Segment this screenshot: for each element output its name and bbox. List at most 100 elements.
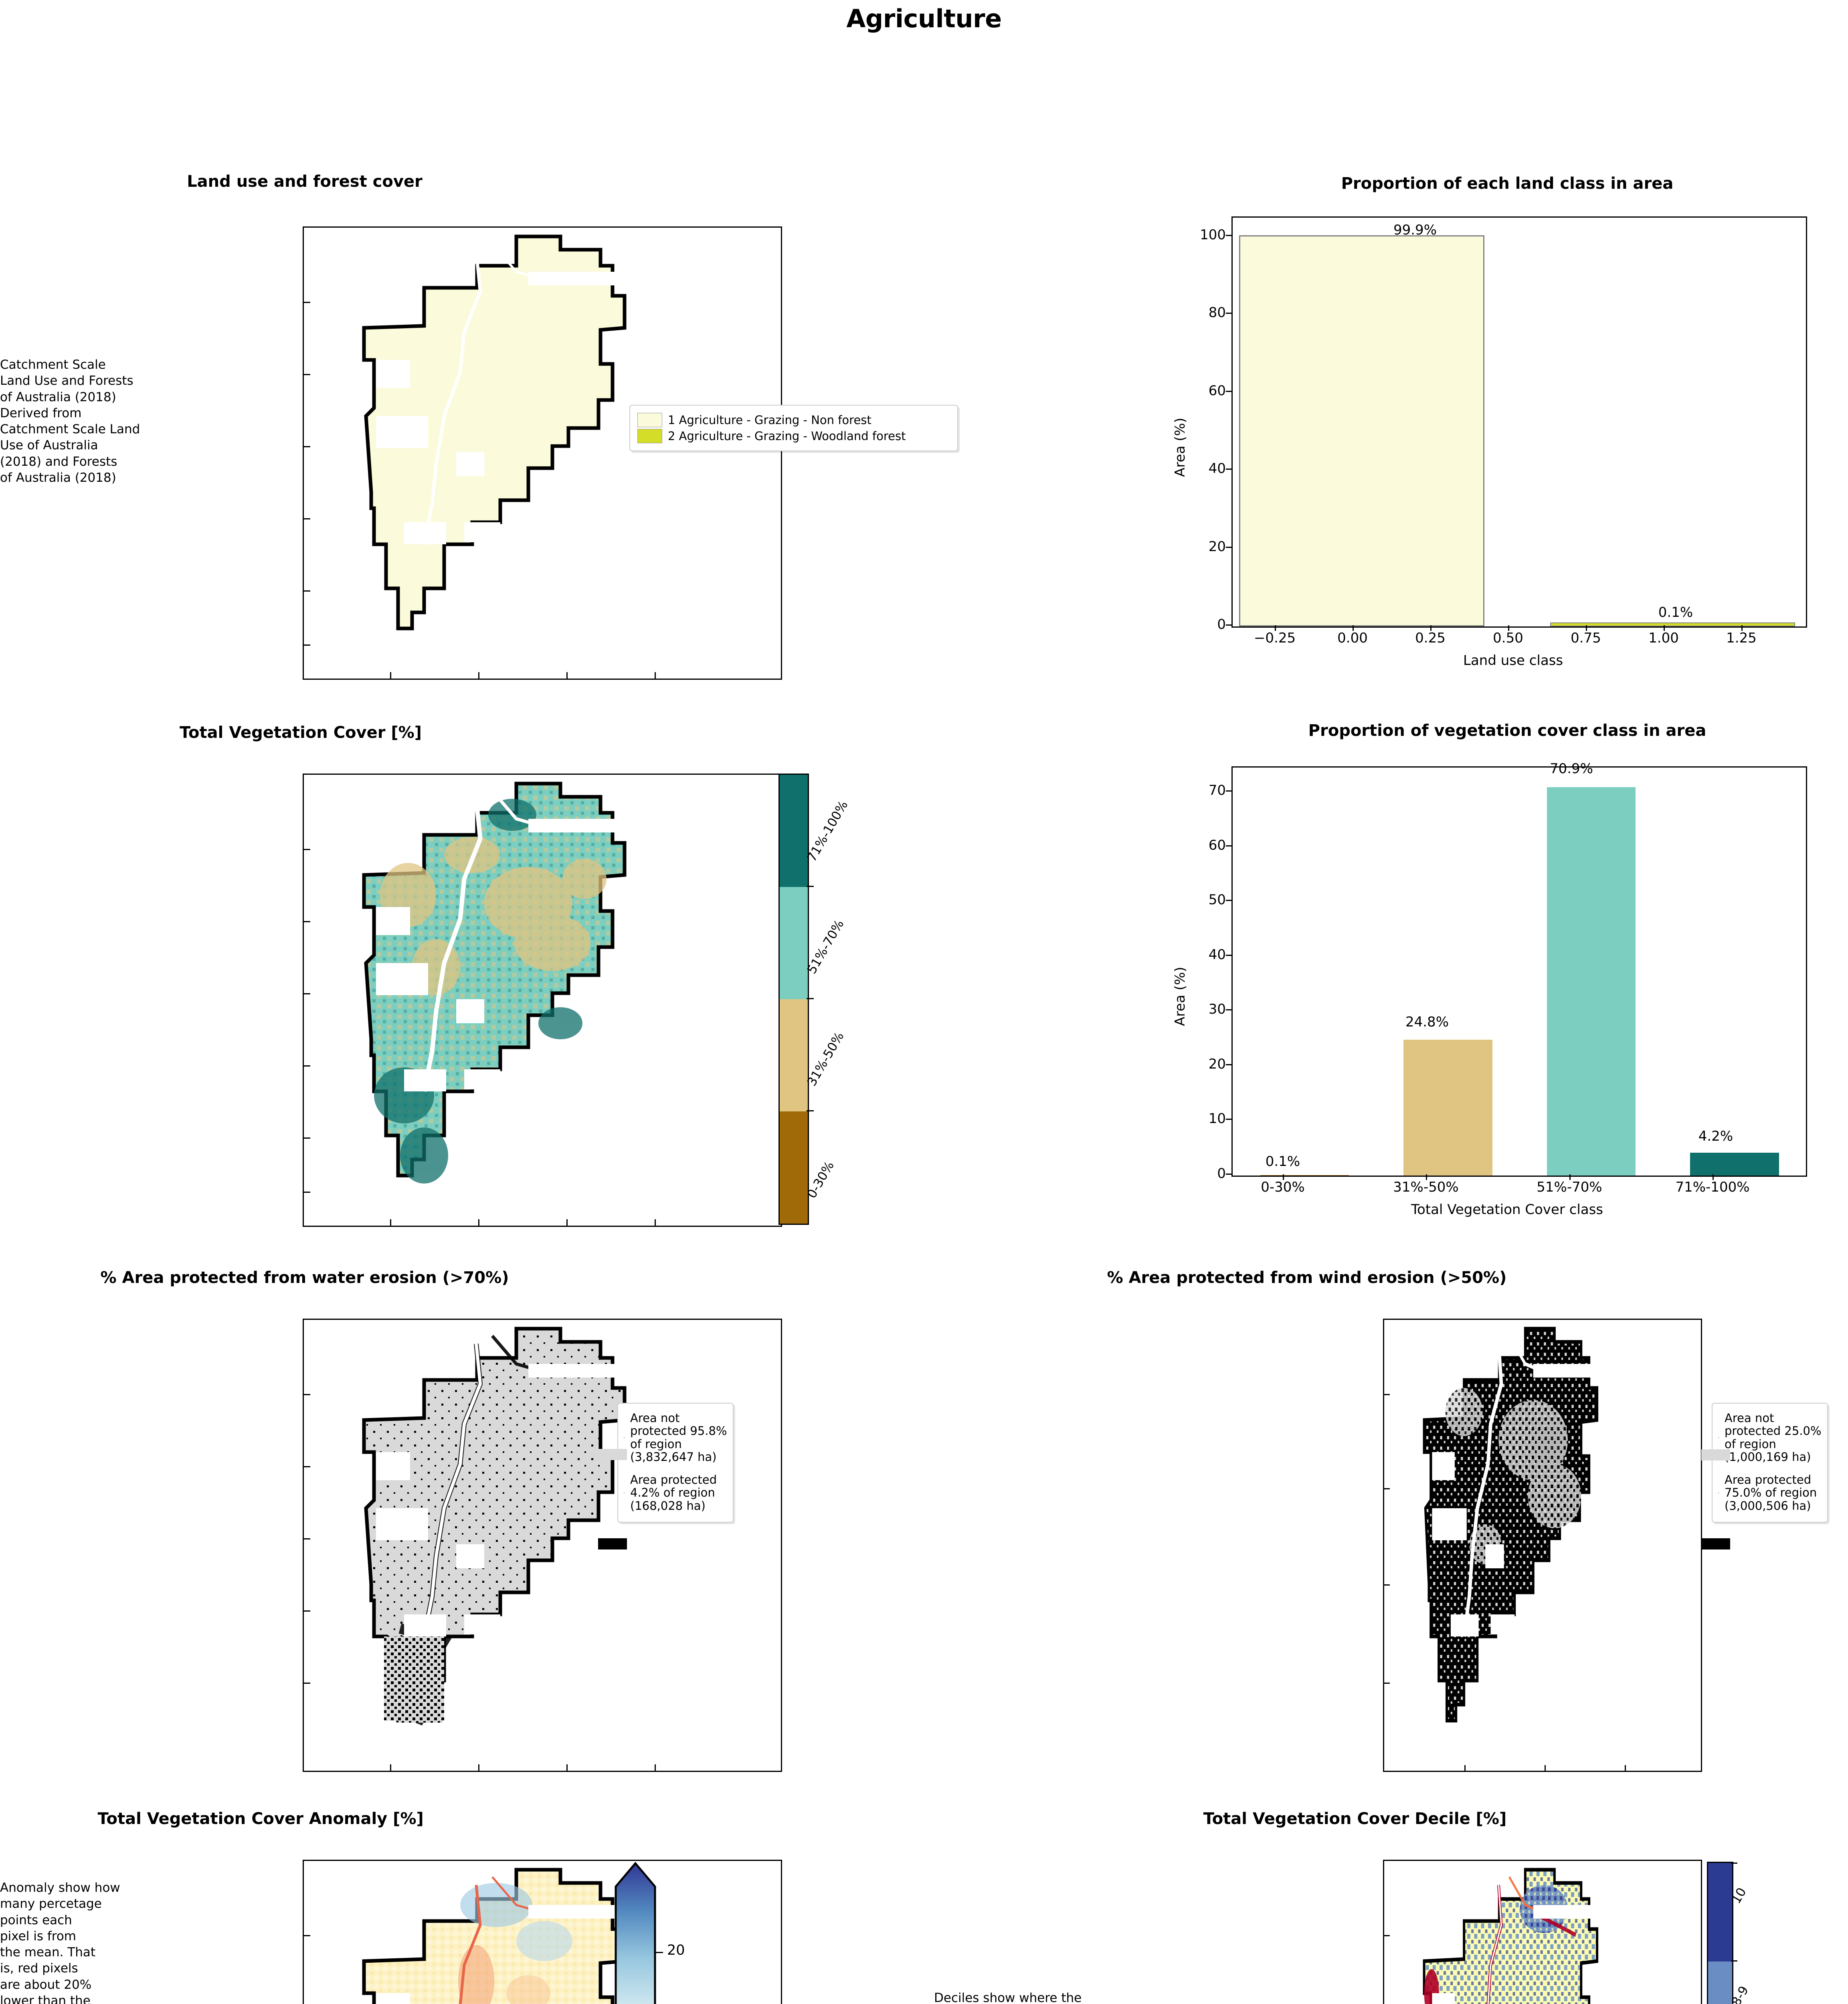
chart1-ytickmark (1226, 313, 1231, 314)
chart2-xtick-0-30: 0-30% (1261, 1179, 1305, 1195)
chart1-bar-label-2: 0.1% (1658, 604, 1693, 620)
axis-tick (566, 1764, 568, 1771)
chart1-ytick-20: 20 (1208, 539, 1226, 555)
chart2-ytick-30: 30 (1208, 1001, 1226, 1017)
chart1-ylabel: Area (%) (1172, 418, 1188, 477)
water-erosion-map[interactable] (303, 1319, 782, 1772)
chart1-ytick-0: 0 (1217, 616, 1226, 632)
chart2-ytickmark (1226, 1174, 1231, 1175)
chart1-ytickmark (1226, 391, 1231, 392)
axis-tick (304, 1935, 310, 1936)
page-title: Agriculture (846, 4, 1002, 33)
axis-tick (390, 672, 391, 679)
veg-cover-map[interactable] (303, 774, 782, 1227)
axis-tick (304, 1683, 310, 1684)
colorbar-segment-31-50 (780, 999, 808, 1111)
chart2-ylabel: Area (%) (1172, 967, 1188, 1026)
bar-veg-class-51-70[interactable] (1547, 787, 1636, 1176)
bar-land-class-2[interactable] (1550, 622, 1795, 626)
legend-label-not-protected: Area not protected 95.8% of region (3,83… (630, 1411, 727, 1464)
legend-label: 1 Agriculture - Grazing - Non forest (668, 413, 871, 427)
chart1-xtickmark (1586, 625, 1587, 631)
colorbar-tick (807, 998, 814, 999)
land-use-map[interactable] (303, 226, 782, 680)
bar-veg-class-71-100[interactable] (1690, 1152, 1779, 1176)
wind-legend-swatch-protected (1701, 1538, 1730, 1549)
colorbar-tick (807, 886, 814, 887)
chart1-xtick-5: 1.00 (1648, 630, 1679, 646)
axis-tick (304, 1394, 310, 1395)
chart1-bar-label-1: 99.9% (1393, 222, 1437, 238)
chart1-xtick-3: 0.50 (1493, 630, 1523, 646)
axis-tick (304, 1466, 310, 1467)
legend-swatch-non-forest (637, 413, 662, 427)
axis-tick (304, 1137, 310, 1139)
chart1-xtickmark (1741, 625, 1743, 631)
chart2-ytickmark (1226, 845, 1231, 846)
axis-tick (1545, 1765, 1546, 1771)
chart2-title: Proportion of vegetation cover class in … (1308, 721, 1706, 740)
axis-tick (304, 644, 310, 646)
chart2-xtickmark (1283, 1174, 1284, 1180)
decile-colorbar-tick (1731, 1863, 1737, 1864)
chart2-bar-label-31-50: 24.8% (1405, 1014, 1449, 1030)
chart2-ytick-10: 10 (1208, 1111, 1226, 1127)
colorbar-label-71-100: 71%-100% (804, 798, 851, 864)
anomaly-map-shape (362, 1868, 627, 2004)
colorbar-tick (807, 1110, 814, 1111)
axis-tick (1384, 1584, 1390, 1586)
wind-erosion-legend: Area not protected 25.0% of region (1,00… (1712, 1403, 1828, 1523)
axis-tick (304, 1192, 310, 1193)
legend-spacer (624, 1437, 625, 1438)
veg-class-proportion-chart: Proportion of vegetation cover class in … (1172, 721, 1832, 1242)
anomaly-colorbar (615, 1862, 656, 2004)
bar-land-class-1[interactable] (1239, 235, 1485, 626)
axis-tick (566, 672, 568, 679)
chart1-xtick-2: 0.25 (1415, 630, 1446, 646)
anomaly-colorbar-tick (655, 1952, 663, 1953)
chart2-ytick-50: 50 (1208, 892, 1226, 908)
chart1-ytick-60: 60 (1208, 383, 1226, 399)
axis-tick (390, 1764, 391, 1771)
axis-tick (304, 849, 310, 850)
colorbar-label-51-70: 51%-70% (804, 917, 847, 976)
chart1-ytickmark (1226, 624, 1231, 626)
axis-tick (304, 302, 310, 303)
chart2-ytickmark (1226, 1064, 1231, 1065)
land-class-proportion-chart: Proportion of each land class in area 0 … (1172, 172, 1832, 681)
water-erosion-legend: Area not protected 95.8% of region (3,83… (617, 1403, 734, 1523)
chart2-xtickmark (1713, 1174, 1714, 1180)
axis-tick (304, 446, 310, 447)
bar-veg-class-31-50[interactable] (1403, 1040, 1492, 1176)
chart1-ytickmark (1226, 235, 1231, 236)
wind-erosion-panel-title: % Area protected from wind erosion (>50%… (1107, 1269, 1507, 1287)
axis-tick (478, 1219, 479, 1226)
legend-item: 2 Agriculture - Grazing - Woodland fores… (637, 429, 950, 443)
axis-tick (655, 1764, 656, 1771)
decile-colorbar-segment-8-9 (1708, 1962, 1732, 2004)
chart2-bar-label-51-70: 70.9% (1549, 761, 1593, 777)
chart2-ytick-40: 40 (1208, 947, 1226, 963)
chart1-xtickmark (1508, 625, 1509, 631)
land-use-panel-title: Land use and forest cover (187, 172, 423, 191)
axis-tick (304, 374, 310, 375)
anomaly-map[interactable] (303, 1860, 782, 2004)
chart1-ytickmark (1226, 547, 1231, 548)
colorbar-label-31-50: 31%-50% (804, 1029, 847, 1089)
axis-tick (304, 921, 310, 922)
chart2-ytickmark (1226, 900, 1231, 901)
chart2-ytickmark (1226, 1009, 1231, 1010)
chart1-xtick-0: −0.25 (1254, 630, 1296, 646)
veg-cover-colorbar (778, 774, 809, 1225)
chart2-ytick-20: 20 (1208, 1056, 1226, 1072)
decile-note: Deciles show where the pixel value lies … (934, 1991, 1082, 2004)
wind-erosion-map[interactable] (1383, 1319, 1702, 1772)
axis-tick (304, 1538, 310, 1539)
land-use-map-shape (362, 234, 627, 630)
decile-map[interactable] (1383, 1860, 1702, 2004)
decile-colorbar-tick (1731, 1960, 1737, 1962)
bar-veg-class-0-30[interactable] (1260, 1175, 1349, 1176)
chart1-title: Proportion of each land class in area (1341, 174, 1674, 193)
decile-colorbar (1707, 1862, 1733, 2004)
chart2-ytickmark (1226, 955, 1231, 956)
